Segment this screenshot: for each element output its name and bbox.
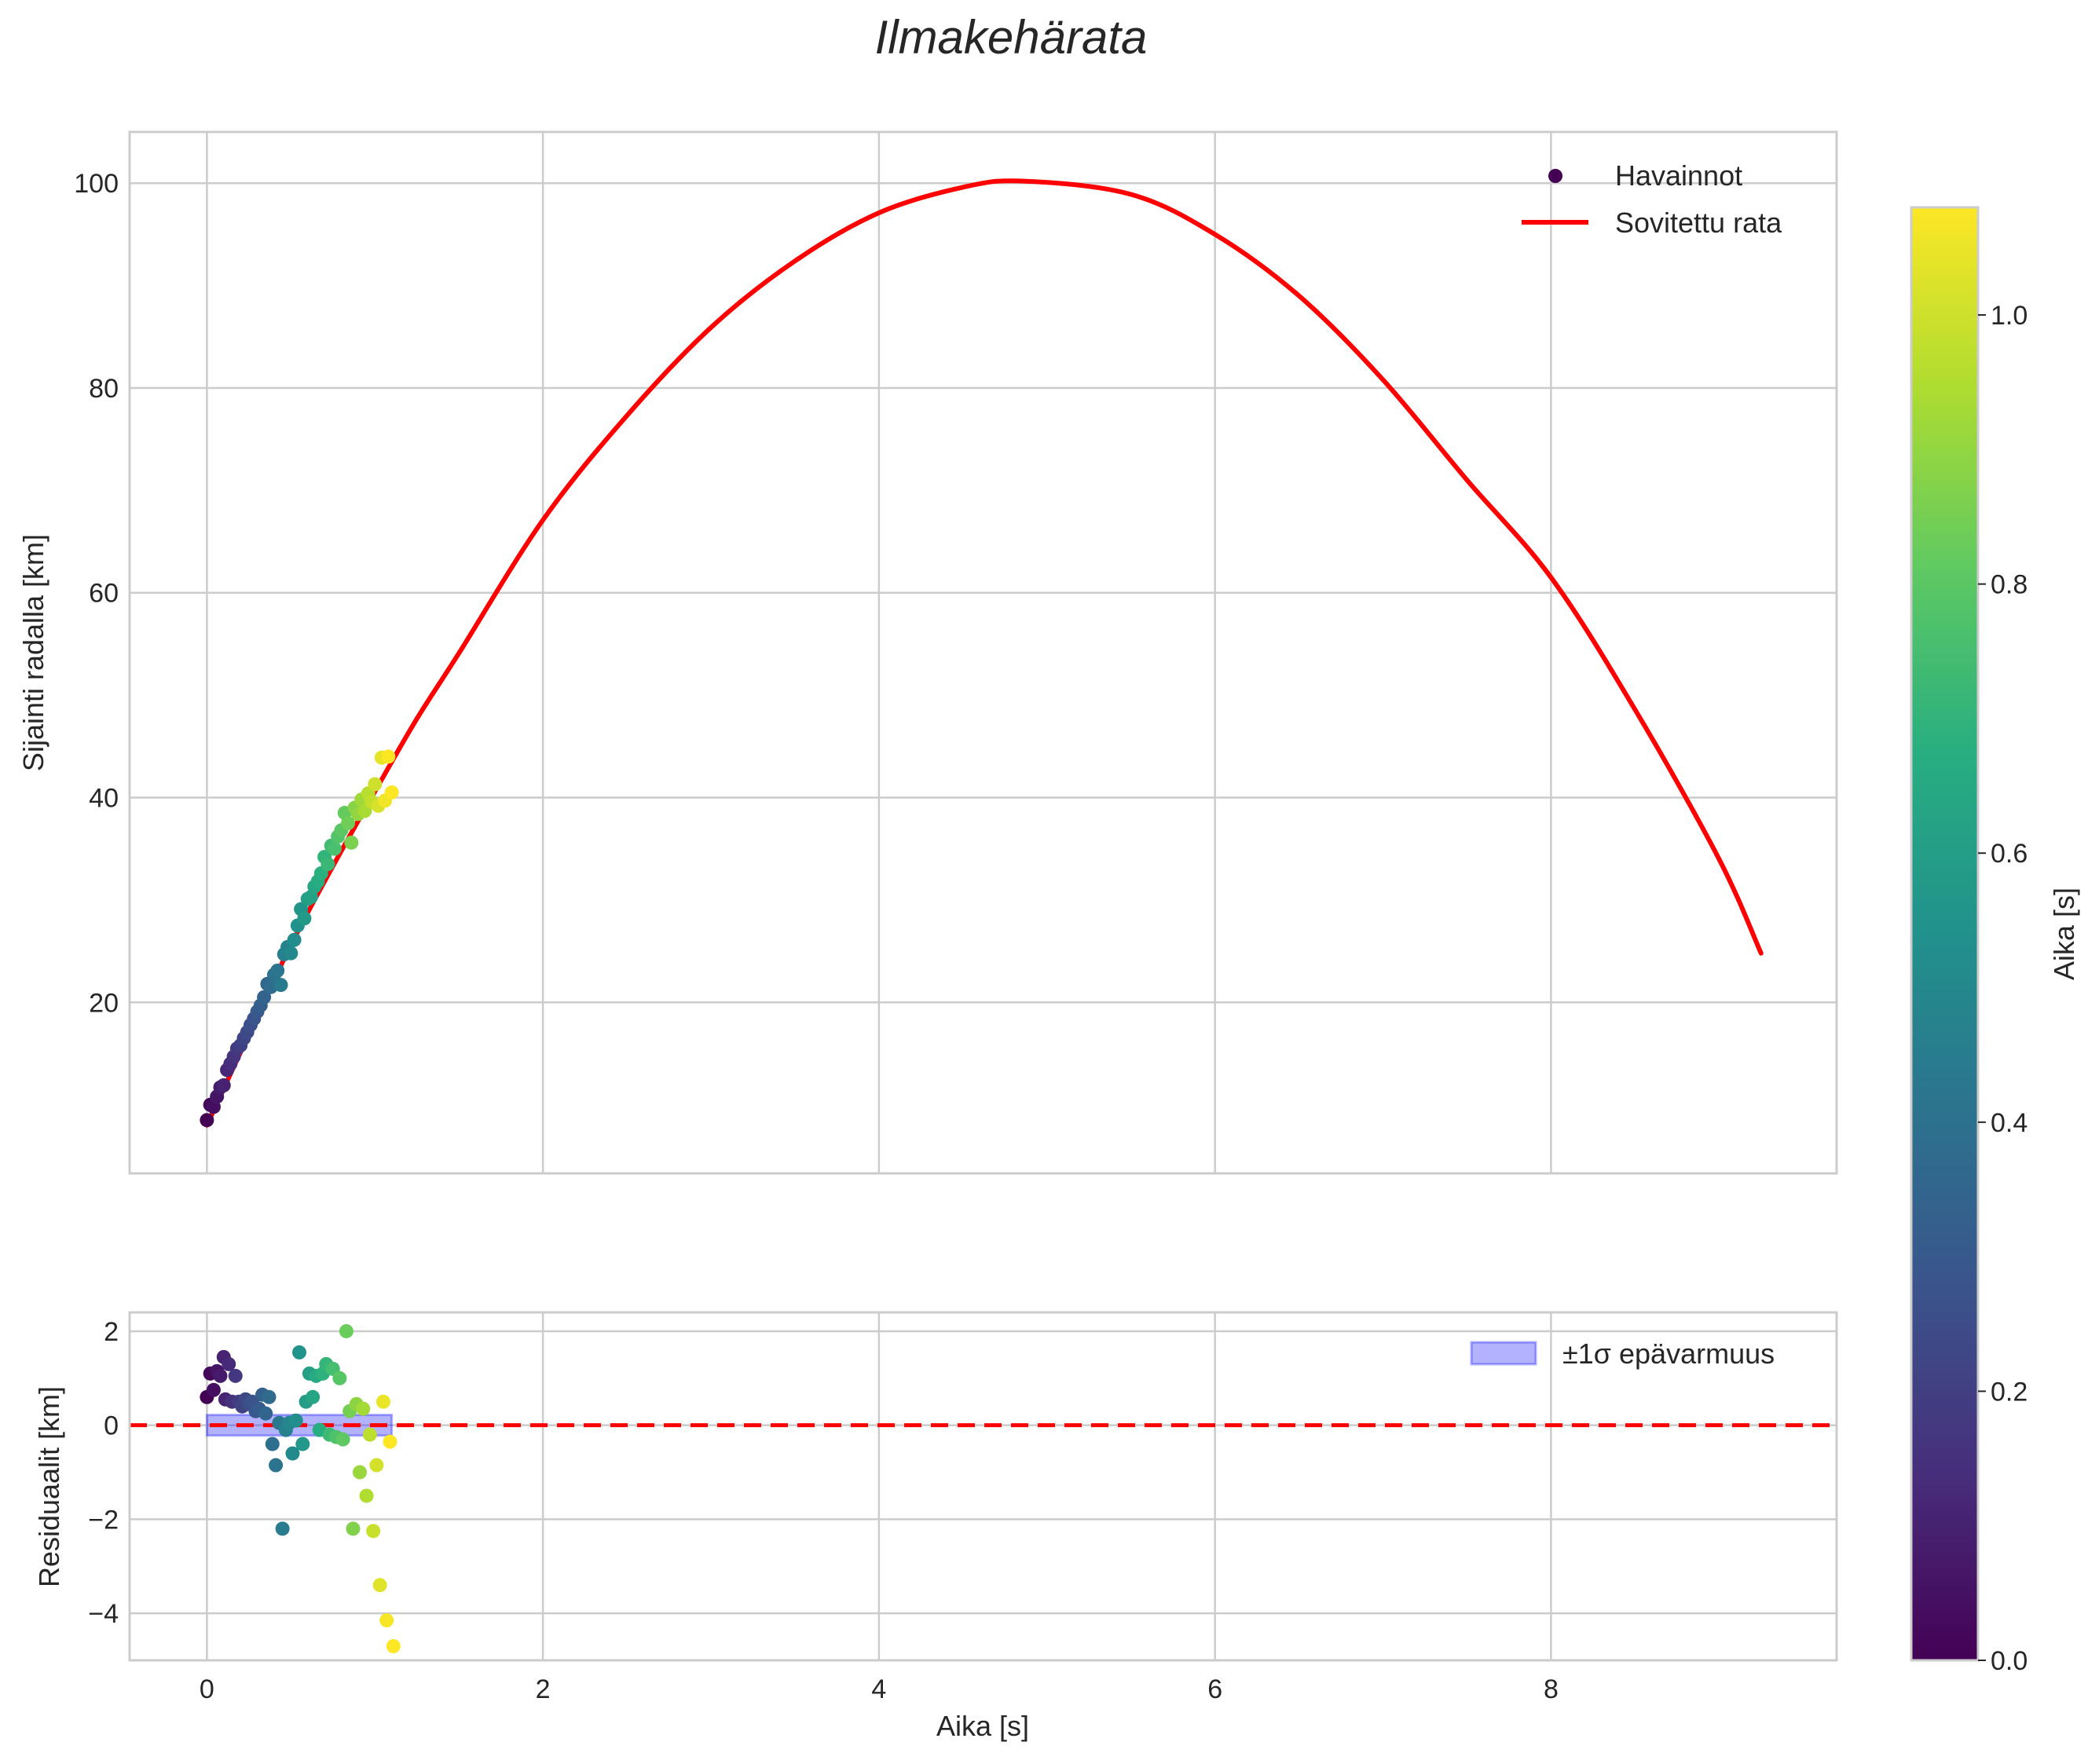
residual-point	[346, 1521, 361, 1536]
trajectory-y-tick-label: 20	[89, 988, 119, 1018]
residual-point	[339, 1323, 353, 1338]
trajectory-y-tick-label: 60	[89, 579, 119, 609]
observation-point	[384, 785, 399, 800]
colorbar-ticks: 0.0 0.2 0.4 0.6 0.8 1.0	[1978, 301, 2028, 1676]
colorbar-tick-label: 0.0	[1991, 1646, 2028, 1676]
residual-point	[258, 1406, 273, 1421]
residual-point	[383, 1434, 397, 1449]
observation-point	[344, 835, 359, 850]
residuals-x-ticks: 0 2 4 6 8	[200, 1674, 1559, 1704]
observation-point	[381, 749, 396, 764]
residual-point	[332, 1371, 347, 1385]
residual-point	[288, 1413, 303, 1428]
observations-series	[200, 749, 399, 1128]
residual-points-series	[200, 1323, 401, 1654]
x-tick-label: 0	[200, 1674, 214, 1704]
residual-point	[372, 1578, 387, 1593]
residuals-y-ticks: −4 −2 0 2	[88, 1317, 119, 1629]
residuals-frame	[128, 1311, 1838, 1662]
trajectory-grid	[130, 132, 1837, 1173]
x-tick-label: 8	[1544, 1674, 1559, 1704]
observation-point	[216, 1078, 231, 1092]
trajectory-y-ticks: 20 40 60 80 100	[74, 169, 119, 1018]
trajectory-y-label: Sijainti radalla [km]	[17, 534, 49, 771]
observation-point	[200, 1113, 214, 1128]
residual-point	[262, 1389, 277, 1404]
residual-point	[275, 1521, 290, 1536]
residual-point	[359, 1488, 374, 1503]
residuals-legend: ±1σ epävarmuus	[1470, 1338, 1775, 1370]
trajectory-plot-area	[130, 132, 1837, 1173]
residual-point	[285, 1446, 300, 1461]
colorbar-tick-label: 0.4	[1991, 1108, 2028, 1138]
residuals-y-tick-label: −2	[88, 1505, 119, 1535]
residuals-y-tick-label: 2	[104, 1317, 119, 1347]
residual-point	[269, 1458, 284, 1473]
residual-point	[379, 1613, 394, 1628]
residual-point	[265, 1436, 280, 1451]
legend-observations-label: Havainnot	[1615, 159, 1742, 192]
residual-point	[295, 1436, 310, 1451]
residuals-y-label: Residuaalit [km]	[33, 1386, 65, 1587]
observation-point	[284, 946, 299, 961]
residuals-grid	[130, 1312, 1837, 1660]
observation-point	[321, 857, 335, 872]
x-tick-label: 2	[536, 1674, 551, 1704]
observation-point	[273, 978, 288, 993]
residuals-plot-area	[130, 1312, 1837, 1660]
legend-band-swatch	[1470, 1341, 1537, 1366]
trajectory-legend: Havainnot Sovitettu rata	[1522, 159, 1782, 239]
residual-point	[375, 1394, 390, 1409]
figure-title: Ilmakehärata	[875, 11, 1148, 64]
colorbar-tick-label: 1.0	[1991, 301, 2028, 331]
x-tick-label: 6	[1207, 1674, 1222, 1704]
colorbar-tick-label: 0.6	[1991, 839, 2028, 869]
residuals-y-tick-label: −4	[88, 1599, 119, 1629]
residual-point	[356, 1401, 371, 1416]
trajectory-frame	[128, 130, 1838, 1175]
residual-point	[386, 1639, 401, 1654]
observation-point	[327, 841, 342, 856]
x-axis-label: Aika [s]	[936, 1710, 1029, 1742]
residual-point	[335, 1432, 350, 1447]
observation-point	[287, 932, 302, 947]
trajectory-y-tick-label: 80	[89, 374, 119, 404]
observation-point	[257, 990, 272, 1005]
residuals-y-tick-label: 0	[104, 1411, 119, 1441]
residual-point	[206, 1382, 221, 1397]
residual-point	[366, 1524, 381, 1539]
residual-point	[213, 1368, 228, 1383]
residual-point	[353, 1465, 368, 1480]
colorbar-tick-label: 0.8	[1991, 570, 2028, 600]
observation-point	[297, 911, 312, 926]
legend-observations-marker	[1548, 169, 1562, 183]
residual-point	[292, 1345, 307, 1360]
legend-fit-label: Sovitettu rata	[1615, 207, 1782, 239]
trajectory-axes: 20 40 60 80 100 Sijainti radalla [km] Havain…	[17, 130, 1838, 1175]
residual-point	[306, 1389, 321, 1404]
legend-band-label: ±1σ epävarmuus	[1562, 1338, 1775, 1370]
trajectory-y-tick-label: 40	[89, 783, 119, 813]
residual-point	[228, 1368, 243, 1383]
residuals-axes: −4 −2 0 2 0 2 4 6 8 Residuaalit [km] Aika [s] ±…	[33, 1311, 1838, 1742]
colorbar-tick-label: 0.2	[1991, 1377, 2028, 1407]
observation-point	[368, 777, 383, 792]
x-tick-label: 4	[871, 1674, 886, 1704]
observation-point	[270, 963, 285, 978]
trajectory-y-tick-label: 100	[74, 169, 119, 199]
residual-point	[222, 1356, 236, 1371]
colorbar-frame	[1910, 206, 1980, 1662]
colorbar-label: Aika [s]	[2048, 887, 2080, 980]
colorbar-gradient	[1911, 207, 1978, 1660]
observation-point	[341, 816, 356, 831]
residual-point	[362, 1427, 377, 1442]
colorbar: 0.0 0.2 0.4 0.6 0.8 1.0 Aika [s]	[1910, 206, 2080, 1676]
residual-point	[369, 1458, 384, 1473]
